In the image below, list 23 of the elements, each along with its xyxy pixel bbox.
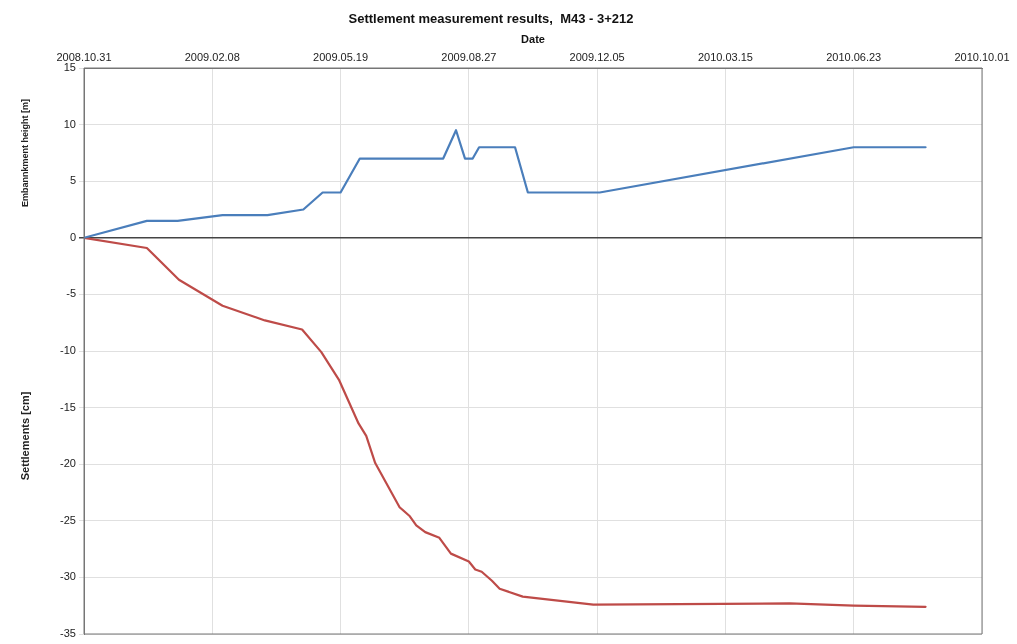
x-axis-title: Date [521, 33, 545, 46]
chart-title: Settlement measurement results, M43 - 3+212 [348, 11, 634, 27]
y-axis-title: Settlements [cm] [19, 391, 32, 481]
y-tick-label: -35 [60, 627, 76, 640]
y-tick-label: 0 [69, 230, 76, 243]
y-tick-label: -10 [60, 344, 76, 357]
x-tick-label: 2008.10.31 [56, 51, 112, 64]
y-tick-label: -25 [60, 513, 76, 526]
x-tick-label: 2010.10.01 [954, 51, 1010, 64]
x-tick-label: 2009.08.27 [441, 51, 497, 64]
text: Embannkment height [m] [20, 98, 31, 207]
y-tick-label: -15 [60, 400, 76, 413]
y-tick-label: -5 [66, 287, 76, 300]
y-tick-label: -20 [60, 457, 76, 470]
y-tick-label: 5 [69, 174, 76, 187]
x-tick-label: 2010.03.15 [697, 51, 753, 64]
x-tick-label: 2009.05.19 [313, 51, 369, 64]
y-tick-label: 15 [63, 61, 76, 74]
x-tick-label: 2009.02.08 [184, 51, 240, 64]
y-tick-label: 10 [63, 117, 76, 130]
x-tick-label: 2010.06.23 [826, 51, 882, 64]
x-tick-label: 2009.12.05 [569, 51, 625, 64]
y-tick-label: -30 [60, 570, 76, 583]
